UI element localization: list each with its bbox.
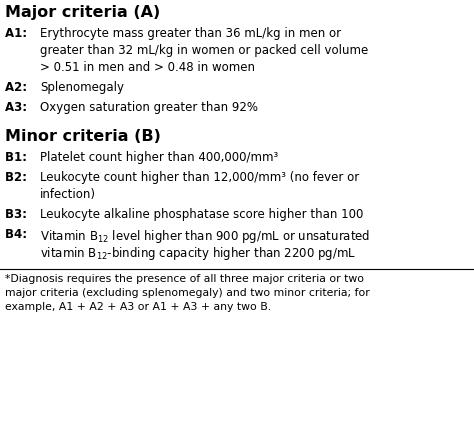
Text: B4:: B4: [5, 228, 31, 241]
Text: example, A1 + A2 + A3 or A1 + A3 + any two B.: example, A1 + A2 + A3 or A1 + A3 + any t… [5, 302, 271, 312]
Text: infection): infection) [40, 188, 96, 201]
Text: A1:: A1: [5, 27, 31, 40]
Text: Leukocyte count higher than 12,000/mm³ (no fever or: Leukocyte count higher than 12,000/mm³ (… [40, 171, 359, 184]
Text: B1:: B1: [5, 151, 31, 164]
Text: major criteria (excluding splenomegaly) and two minor criteria; for: major criteria (excluding splenomegaly) … [5, 288, 370, 298]
Text: A2:: A2: [5, 81, 31, 94]
Text: *Diagnosis requires the presence of all three major criteria or two: *Diagnosis requires the presence of all … [5, 274, 364, 284]
Text: greater than 32 mL/kg in women or packed cell volume: greater than 32 mL/kg in women or packed… [40, 44, 368, 57]
Text: > 0.51 in men and > 0.48 in women: > 0.51 in men and > 0.48 in women [40, 61, 255, 74]
Text: Leukocyte alkaline phosphatase score higher than 100: Leukocyte alkaline phosphatase score hig… [40, 208, 364, 221]
Text: Oxygen saturation greater than 92%: Oxygen saturation greater than 92% [40, 101, 258, 114]
Text: Minor criteria (B): Minor criteria (B) [5, 129, 161, 144]
Text: A3:: A3: [5, 101, 31, 114]
Text: vitamin B$_{12}$-binding capacity higher than 2200 pg/mL: vitamin B$_{12}$-binding capacity higher… [40, 245, 356, 262]
Text: Vitamin B$_{12}$ level higher than 900 pg/mL or unsaturated: Vitamin B$_{12}$ level higher than 900 p… [40, 228, 370, 245]
Text: Platelet count higher than 400,000/mm³: Platelet count higher than 400,000/mm³ [40, 151, 278, 164]
Text: Major criteria (A): Major criteria (A) [5, 5, 160, 20]
Text: Erythrocyte mass greater than 36 mL/kg in men or: Erythrocyte mass greater than 36 mL/kg i… [40, 27, 341, 40]
Text: B3:: B3: [5, 208, 31, 221]
Text: Splenomegaly: Splenomegaly [40, 81, 124, 94]
Text: B2:: B2: [5, 171, 31, 184]
